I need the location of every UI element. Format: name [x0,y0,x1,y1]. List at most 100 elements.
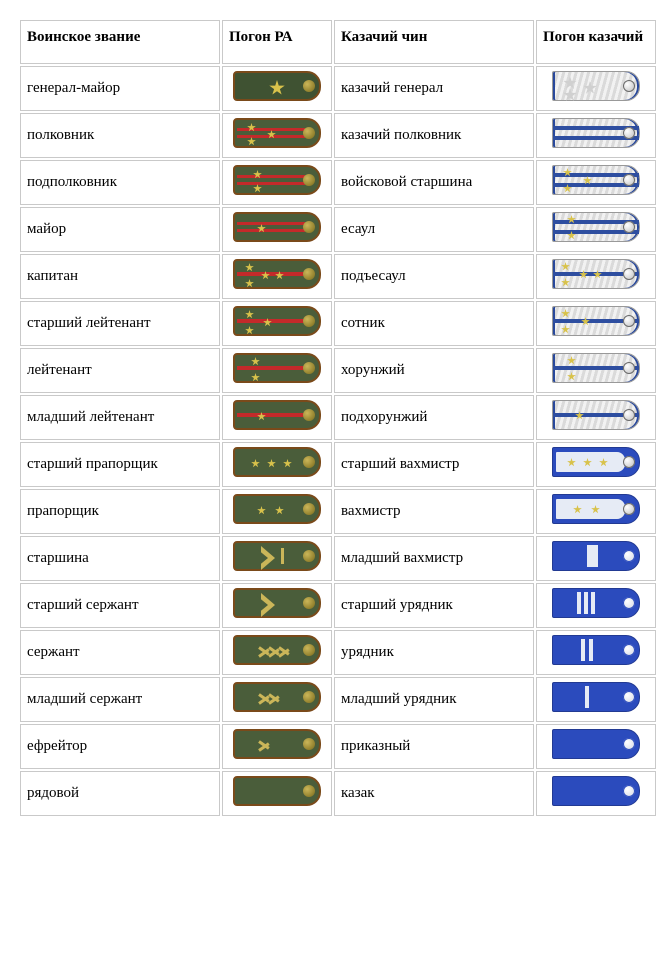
ra-shoulder-board [233,447,321,477]
cossack-rank-cell: вахмистр [334,489,534,534]
star-icon [563,88,577,102]
table-row: младший лейтенант подхорунжий [20,395,656,440]
cossack-board-cell [536,395,656,440]
table-row: капитанподъесаул [20,254,656,299]
ra-shoulder-board [233,212,321,242]
cossack-board-cell [536,677,656,722]
cossack-shoulder-board [552,71,640,101]
transverse-stripe-icon [587,545,598,567]
cossack-rank-cell: есаул [334,207,534,252]
board-button-icon [623,315,635,327]
ra-shoulder-board [233,353,321,383]
star-icon [247,137,256,146]
cossack-board-cell [536,442,656,487]
cossack-rank-cell: приказный [334,724,534,769]
board-button-icon [303,268,315,280]
cossack-rank-cell: сотник [334,301,534,346]
board-button-icon [623,691,635,703]
ra-shoulder-board [233,165,321,195]
table-row: лейтенантхорунжий [20,348,656,393]
col-ra-board: Погон РА [222,20,332,64]
star-icon [561,309,570,318]
ra-board-cell [222,630,332,675]
cossack-board-cell [536,207,656,252]
star-icon [251,373,260,382]
board-button-icon [303,362,315,374]
board-button-icon [623,221,635,233]
cossack-rank-cell: хорунжий [334,348,534,393]
star-icon [253,184,262,193]
cossack-board-cell [536,301,656,346]
cossack-shoulder-board [552,494,640,524]
ra-board-cell [222,395,332,440]
transverse-stripe-icon [589,639,593,661]
table-row: майоресаул [20,207,656,252]
ra-board-cell [222,677,332,722]
military-rank-cell: старшина [20,536,220,581]
star-icon [257,506,266,515]
cossack-shoulder-board [552,165,640,195]
ra-shoulder-board [233,541,321,571]
chevron-icon [279,642,291,662]
military-rank-cell: рядовой [20,771,220,816]
cossack-shoulder-board [552,400,640,430]
transverse-stripe-icon [591,592,595,614]
board-button-icon [303,644,315,656]
ra-board-cell [222,66,332,111]
cossack-shoulder-board [552,776,640,806]
star-icon [283,459,292,468]
military-rank-cell: старший прапорщик [20,442,220,487]
cossack-rank-cell: старший урядник [334,583,534,628]
star-icon [561,325,570,334]
board-button-icon [623,362,635,374]
ra-shoulder-board [233,306,321,336]
star-icon [245,326,254,335]
cossack-shoulder-board [552,306,640,336]
cossack-board-cell [536,254,656,299]
board-button-icon [623,268,635,280]
star-icon [567,458,576,467]
military-rank-cell: младший лейтенант [20,395,220,440]
military-rank-cell: прапорщик [20,489,220,534]
cossack-board-cell [536,348,656,393]
board-button-icon [303,785,315,797]
cossack-rank-cell: подхорунжий [334,395,534,440]
board-button-icon [303,174,315,186]
cossack-board-cell [536,630,656,675]
rank-comparison-table: Воинское звание Погон РА Казачий чин Пог… [18,18,658,818]
cossack-rank-cell: казак [334,771,534,816]
board-button-icon [303,456,315,468]
cossack-shoulder-board [552,447,640,477]
cossack-shoulder-board [552,353,640,383]
board-button-icon [623,644,635,656]
cossack-board-cell [536,583,656,628]
star-icon [561,262,570,271]
stripe-icon [281,548,284,564]
ra-shoulder-board [233,118,321,148]
col-military-rank: Воинское звание [20,20,220,64]
ra-shoulder-board [233,494,321,524]
cossack-board-cell [536,160,656,205]
cossack-board-cell [536,771,656,816]
board-button-icon [303,550,315,562]
transverse-stripe-icon [585,686,589,708]
board-button-icon [623,409,635,421]
cossack-rank-cell: урядник [334,630,534,675]
ra-board-cell [222,536,332,581]
table-row: рядовой казак [20,771,656,816]
star-icon [267,459,276,468]
star-icon [269,80,285,96]
transverse-stripe-icon [577,592,581,614]
cossack-rank-cell: казачий полковник [334,113,534,158]
chevron-icon [259,736,271,756]
cossack-shoulder-board [552,259,640,289]
cossack-shoulder-board [552,118,640,148]
table-row: полковникказачий полковник [20,113,656,158]
ra-board-cell [222,254,332,299]
ra-board-cell [222,489,332,534]
star-icon [591,505,600,514]
star-icon [583,81,597,95]
ra-board-cell [222,771,332,816]
star-icon [245,310,254,319]
board-button-icon [623,503,635,515]
